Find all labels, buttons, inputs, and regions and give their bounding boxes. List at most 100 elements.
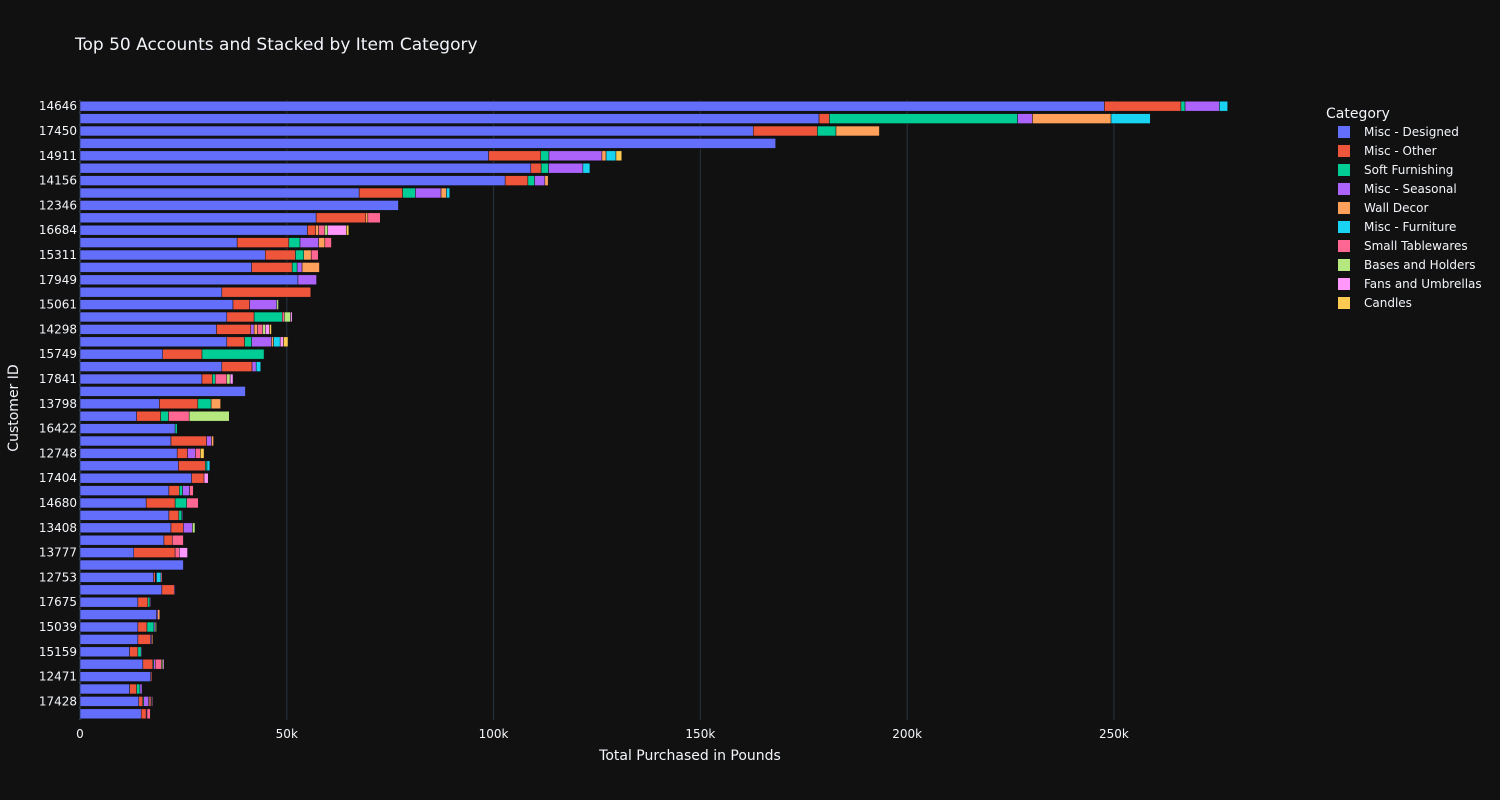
y-tick-label: 17841 xyxy=(39,372,77,386)
bar-segment xyxy=(548,162,584,174)
x-tick-label: 250k xyxy=(1099,727,1129,741)
legend-item-label[interactable]: Misc - Seasonal xyxy=(1364,182,1457,196)
legend-swatch[interactable] xyxy=(1338,259,1350,271)
bar-segment xyxy=(284,311,291,323)
bar-segment xyxy=(265,249,296,261)
bar-segment xyxy=(79,274,299,286)
bar-segment xyxy=(197,398,212,410)
legend-swatch[interactable] xyxy=(1338,278,1350,290)
legend-swatch[interactable] xyxy=(1338,297,1350,309)
bar-segment xyxy=(315,224,319,236)
bar-segment xyxy=(168,510,180,521)
bar-segment xyxy=(446,187,450,199)
bar-segment xyxy=(168,410,190,422)
bar-segment xyxy=(324,237,332,248)
y-tick-label: 15311 xyxy=(39,248,77,262)
bar-segment xyxy=(269,324,272,335)
legend-swatch[interactable] xyxy=(1338,164,1350,176)
bar-segment xyxy=(835,125,880,137)
bar-segment xyxy=(79,410,137,422)
legend-item-label[interactable]: Small Tablewares xyxy=(1364,239,1468,253)
bar-segment xyxy=(615,150,623,162)
y-tick-label: 12471 xyxy=(39,670,77,684)
bar-segment xyxy=(155,658,162,670)
bar-segment xyxy=(79,373,203,385)
bar-segment xyxy=(253,311,283,323)
bar-segment xyxy=(79,584,163,596)
bar-segment xyxy=(178,460,206,472)
bar-segment xyxy=(79,460,179,472)
bar-segment xyxy=(79,262,252,273)
bar-segment xyxy=(301,262,320,273)
bar-segment xyxy=(170,435,207,447)
bar-segment xyxy=(174,547,180,558)
bar-segment xyxy=(139,683,143,695)
bar-segment xyxy=(315,212,367,224)
bar-segment xyxy=(79,398,160,410)
legend-swatch[interactable] xyxy=(1338,145,1350,157)
bar-segment xyxy=(174,497,187,509)
bar-segment xyxy=(262,324,266,335)
y-tick-label: 17404 xyxy=(39,471,77,485)
bar-segment xyxy=(318,224,326,236)
bar-segment xyxy=(136,410,161,422)
bar-segment xyxy=(540,162,549,174)
bar-segment xyxy=(206,435,212,447)
bar-segment xyxy=(138,696,144,707)
bar-segment xyxy=(296,262,303,273)
y-tick-label: 16684 xyxy=(39,223,77,237)
bar-segment xyxy=(79,634,139,645)
bar-segment xyxy=(295,249,304,261)
bar-segment xyxy=(818,113,830,124)
y-tick-label: 15039 xyxy=(39,620,77,634)
legend-swatch[interactable] xyxy=(1338,183,1350,195)
bar-segment xyxy=(151,696,154,707)
y-tick-label: 12346 xyxy=(39,198,77,212)
legend-swatch[interactable] xyxy=(1338,221,1350,233)
legend-item-label[interactable]: Fans and Umbrellas xyxy=(1364,277,1482,291)
y-tick-label: 17949 xyxy=(39,273,77,287)
bar-segment xyxy=(265,324,270,335)
y-tick-label: 14298 xyxy=(39,322,77,336)
bar-segment xyxy=(527,175,535,186)
bar-segment xyxy=(79,448,178,459)
x-tick-label: 100k xyxy=(479,727,509,741)
bar-segment xyxy=(257,324,264,335)
bar-segment xyxy=(79,113,820,124)
legend-item-label[interactable]: Misc - Designed xyxy=(1364,125,1459,139)
bar-segment xyxy=(183,522,193,534)
bar-segment xyxy=(279,336,284,348)
bar-segment xyxy=(147,596,151,608)
bar-segment xyxy=(163,534,173,546)
bar-segment xyxy=(137,596,149,608)
bar-segment xyxy=(79,485,170,496)
bar-segment xyxy=(601,150,607,162)
y-tick-label: 14156 xyxy=(39,174,77,188)
bar-segment xyxy=(291,262,298,273)
bar-segment xyxy=(79,237,238,248)
bar-segment xyxy=(174,423,178,434)
bar-segment xyxy=(149,596,151,608)
bar-segment xyxy=(79,696,139,707)
legend-item-label[interactable]: Misc - Other xyxy=(1364,144,1437,158)
bar-segment xyxy=(79,100,1105,112)
legend-item-label[interactable]: Candles xyxy=(1364,296,1412,310)
bar-segment xyxy=(251,262,293,273)
bar-segment xyxy=(129,683,137,695)
bar-segment xyxy=(191,472,205,484)
legend-item-label[interactable]: Soft Furnishing xyxy=(1364,163,1453,177)
bar-segment xyxy=(79,324,217,335)
legend-item-label[interactable]: Bases and Holders xyxy=(1364,258,1476,272)
bar-segment xyxy=(160,572,163,583)
bar-segment xyxy=(271,336,274,348)
legend-swatch[interactable] xyxy=(1338,240,1350,252)
bar-segment xyxy=(142,658,154,670)
legend-swatch[interactable] xyxy=(1338,202,1350,214)
x-tick-label: 200k xyxy=(892,727,922,741)
legend-item-label[interactable]: Misc - Furniture xyxy=(1364,220,1456,234)
y-tick-label: 14680 xyxy=(39,496,77,510)
bar-segment xyxy=(534,175,546,186)
legend-item-label[interactable]: Wall Decor xyxy=(1364,201,1428,215)
legend-swatch[interactable] xyxy=(1338,126,1350,138)
bar-segment xyxy=(1104,100,1182,112)
